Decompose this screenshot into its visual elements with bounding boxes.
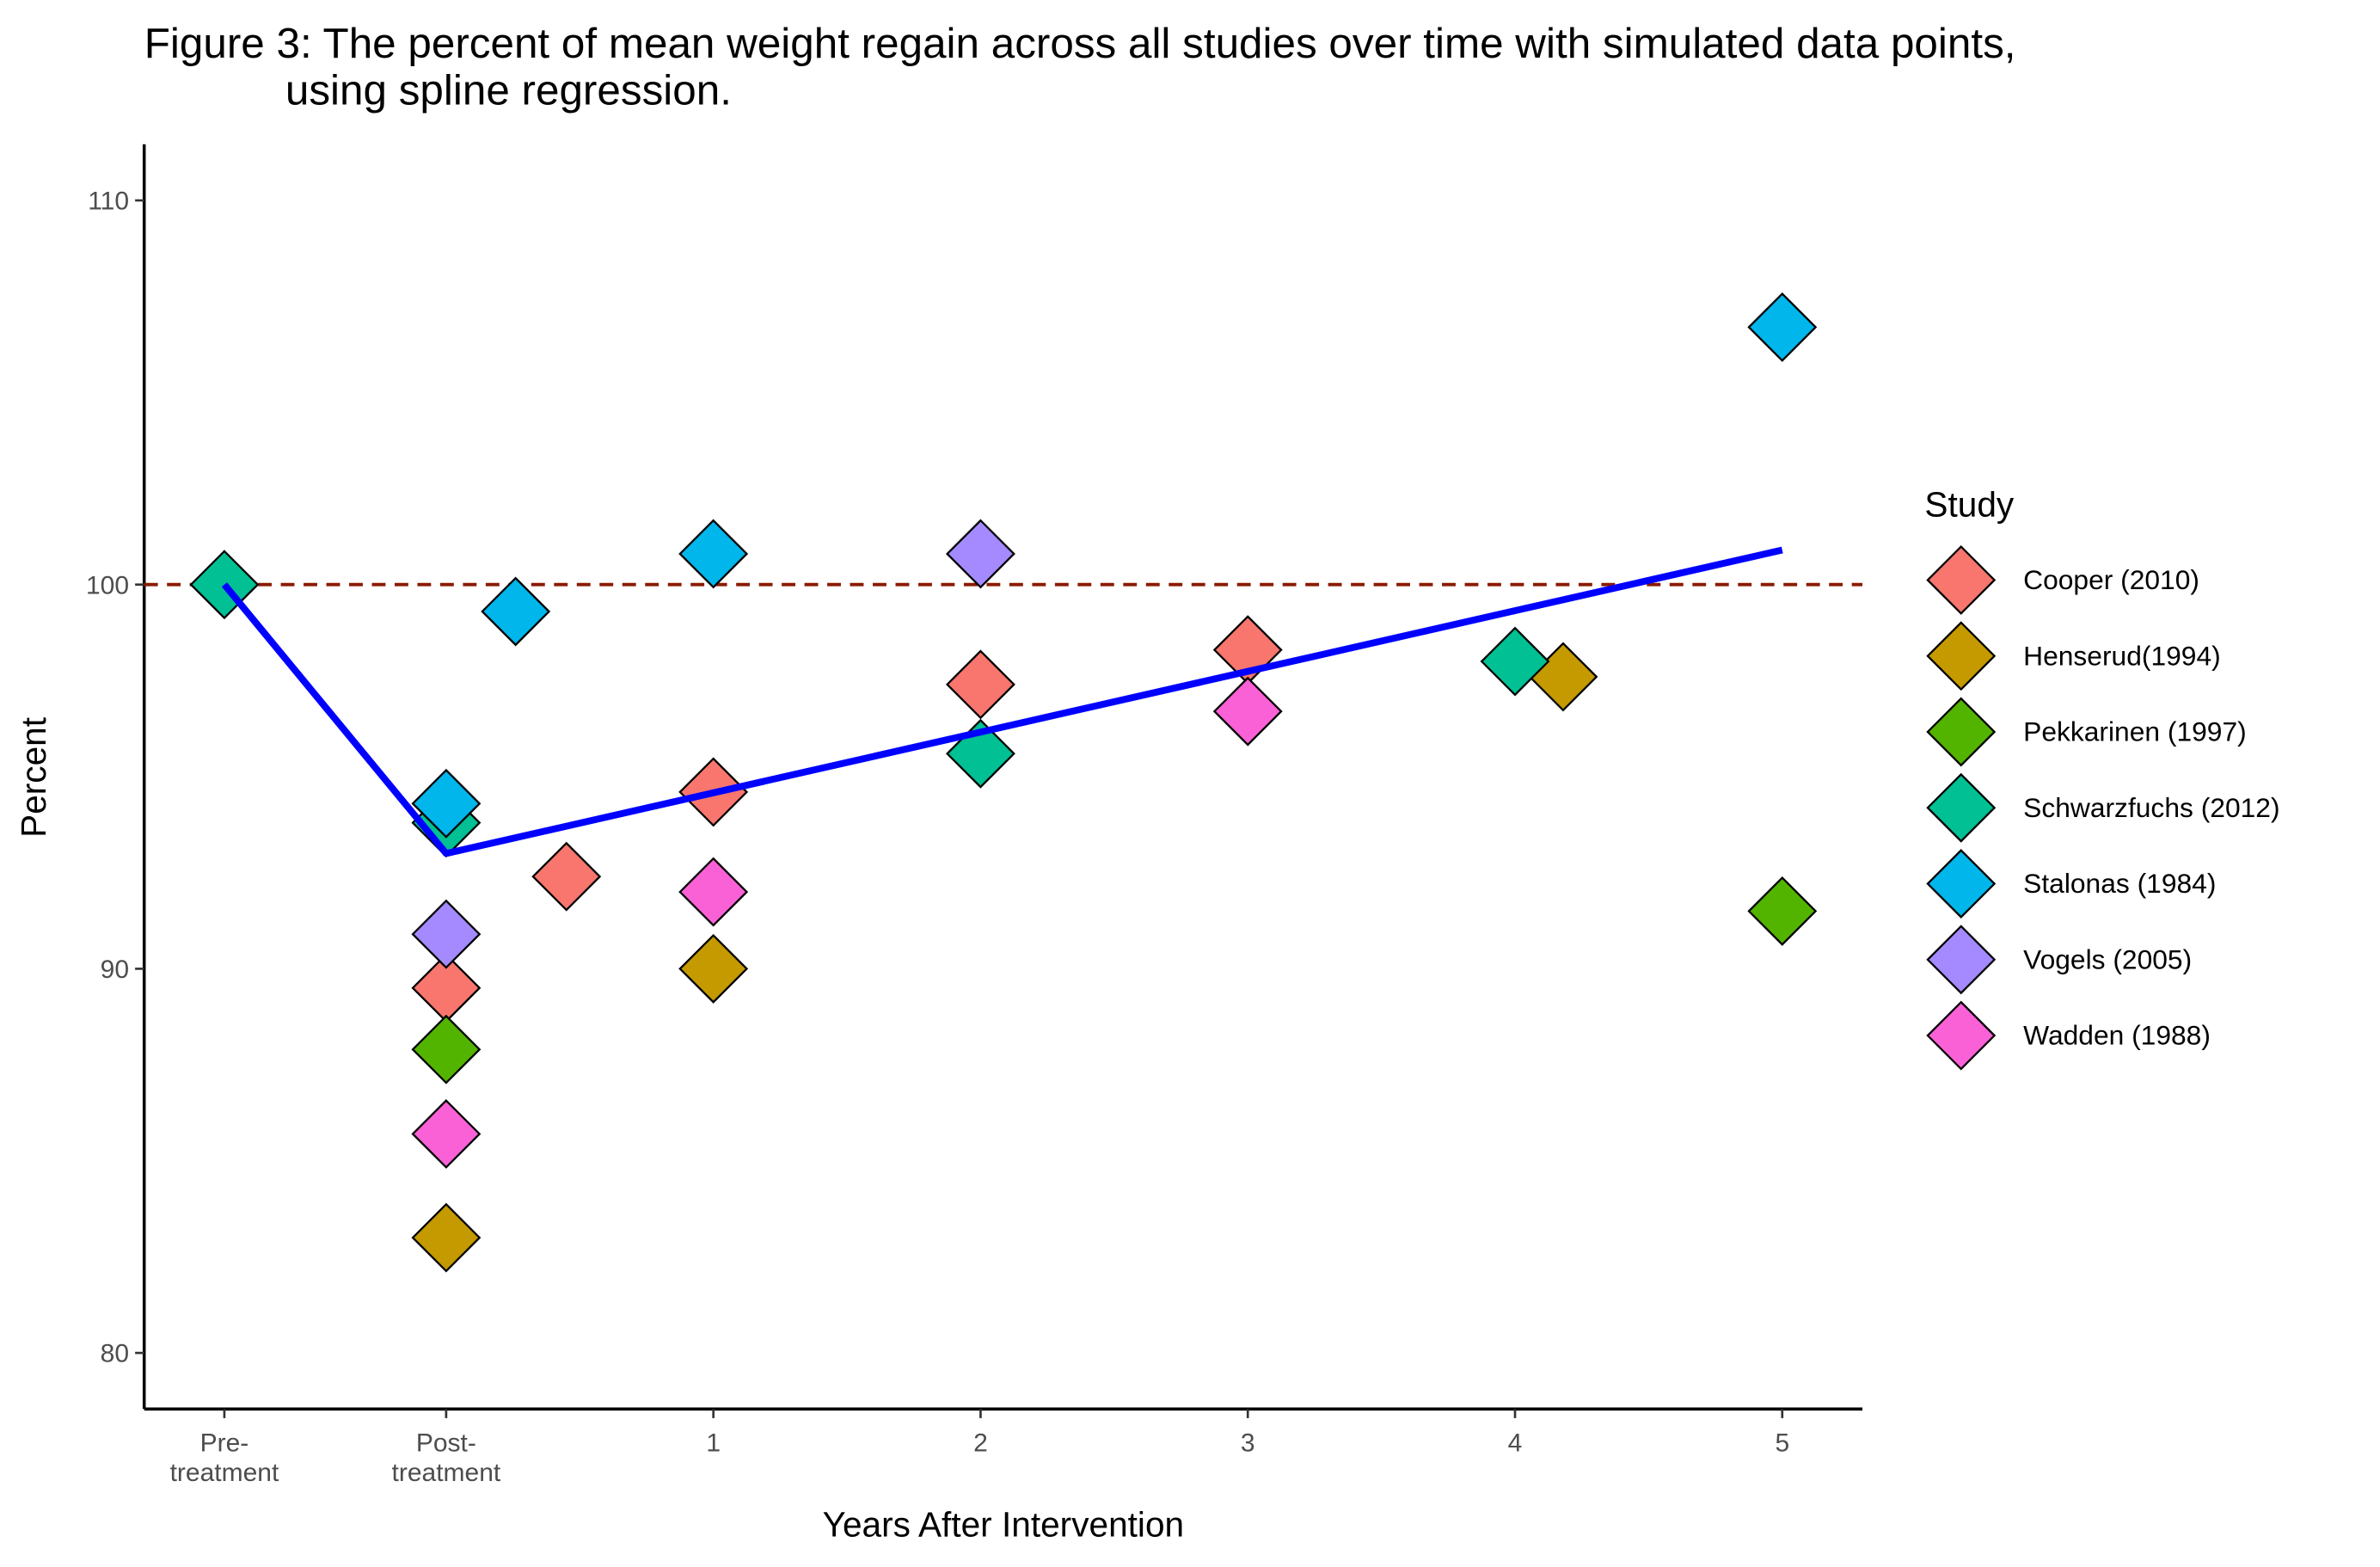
data-point — [481, 576, 551, 647]
y-tick-label: 110 — [88, 187, 129, 216]
data-point — [678, 933, 749, 1004]
data-point — [678, 519, 749, 589]
data-point — [1212, 676, 1283, 747]
fit-line — [221, 546, 1783, 857]
x-tick-label: 5 — [1775, 1429, 1789, 1458]
legend-swatch — [1926, 1000, 1997, 1071]
data-point — [411, 768, 482, 839]
y-axis-label: Percent — [14, 717, 53, 838]
legend-swatch — [1926, 621, 1997, 691]
x-tick-label: Post-treatment — [392, 1429, 501, 1488]
x-axis-label: Years After Intervention — [823, 1505, 1185, 1545]
legend-label: Schwarzfuchs (2012) — [2023, 792, 2279, 823]
legend-label: Stalonas (1984) — [2023, 868, 2216, 899]
data-point — [411, 1099, 482, 1169]
data-point — [411, 1202, 482, 1273]
y-tick-label: 80 — [101, 1340, 129, 1368]
data-point — [1747, 292, 1818, 362]
data-point — [1480, 626, 1550, 697]
legend-swatch — [1926, 849, 1997, 919]
x-tick-label: 1 — [706, 1429, 721, 1458]
y-tick-label: 90 — [101, 956, 129, 984]
x-tick-label: 2 — [973, 1429, 988, 1458]
data-point — [945, 649, 1015, 720]
legend-swatch — [1926, 772, 1997, 843]
legend-swatch — [1926, 544, 1997, 615]
x-tick-label: Pre-treatment — [170, 1429, 279, 1488]
legend-label: Vogels (2005) — [2023, 943, 2192, 974]
legend-label: Pekkarinen (1997) — [2023, 716, 2247, 747]
y-tick-label: 100 — [86, 571, 129, 599]
legend-title: Study — [1924, 484, 2015, 524]
data-point — [411, 899, 482, 969]
legend-label: Henserud(1994) — [2023, 640, 2221, 671]
legend-swatch — [1926, 697, 1997, 767]
legend-label: Cooper (2010) — [2023, 564, 2199, 595]
x-tick-label: 4 — [1508, 1429, 1523, 1458]
x-tick-label: 3 — [1241, 1429, 1255, 1458]
data-point — [1747, 876, 1818, 946]
data-point — [945, 519, 1015, 589]
data-point — [678, 857, 749, 927]
legend-swatch — [1926, 925, 1997, 995]
chart-title: Figure 3: The percent of mean weight reg… — [144, 20, 2016, 114]
legend-label: Wadden (1988) — [2023, 1020, 2211, 1051]
data-point — [531, 841, 602, 912]
data-point — [411, 1014, 482, 1085]
